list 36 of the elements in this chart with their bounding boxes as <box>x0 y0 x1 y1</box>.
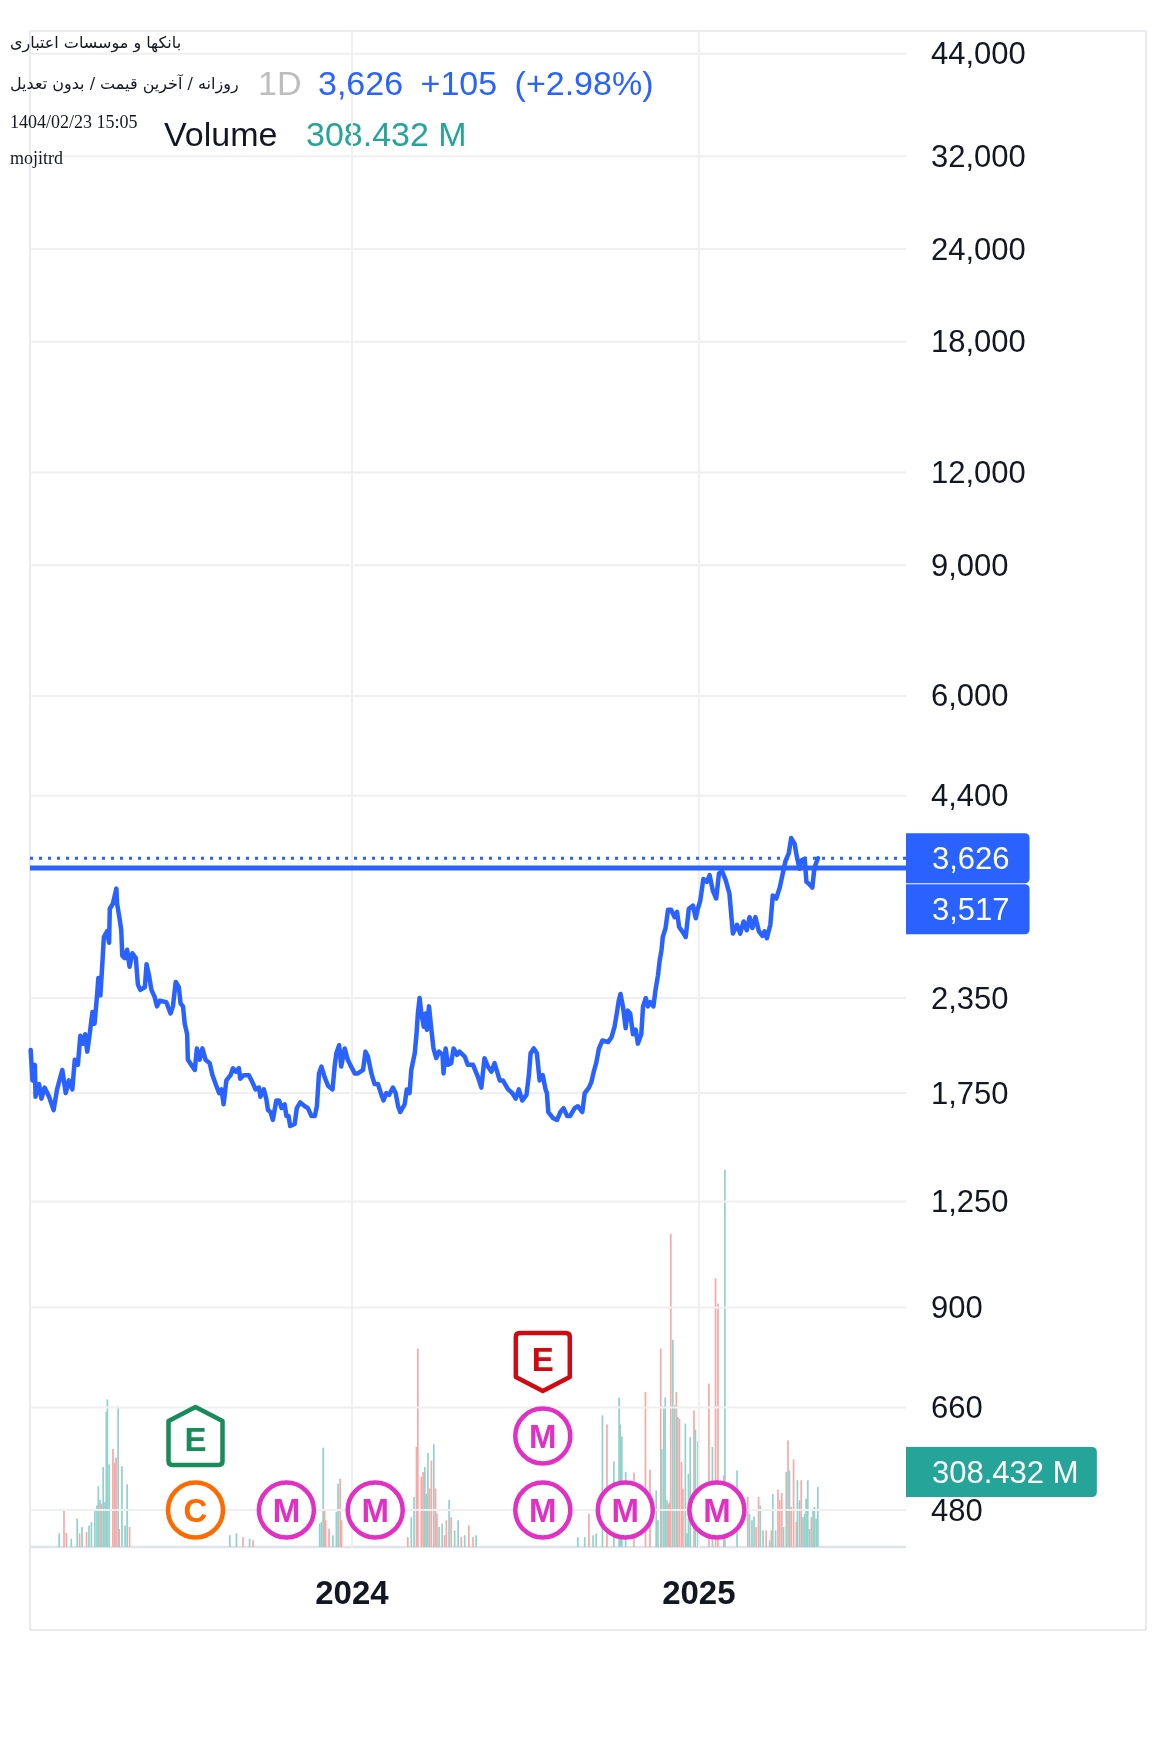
annotation: mojitrd <box>10 148 63 168</box>
annotation: M <box>611 1491 640 1529</box>
y-tick-label: 12,000 <box>931 454 1026 490</box>
y-tick-label: 44,000 <box>931 36 1026 72</box>
annotation: M <box>529 1417 557 1455</box>
y-tick-label: 900 <box>931 1289 983 1325</box>
y-tick-label: 9,000 <box>931 547 1009 583</box>
x-tick-label: 2025 <box>662 1573 736 1611</box>
annotation: 3,626 +105 (+2.98%) <box>318 64 654 102</box>
chart-title: بانکها و موسسات اعتباری <box>10 32 182 53</box>
annotation: M <box>272 1491 301 1529</box>
ref-line-label: 3,626 <box>932 840 1010 876</box>
annotation: Volume <box>164 115 278 153</box>
y-tick-label: 1,750 <box>931 1075 1009 1111</box>
annotation: 308.432 M <box>306 115 467 153</box>
annotation: E <box>531 1340 554 1378</box>
y-tick-label: 32,000 <box>931 138 1026 174</box>
x-tick-label: 2024 <box>315 1573 390 1611</box>
y-tick-label: 18,000 <box>931 324 1026 360</box>
annotation: 1404/02/23 15:05 <box>10 112 138 132</box>
y-tick-label: 24,000 <box>931 231 1026 267</box>
annotation: M <box>529 1491 557 1529</box>
text: 308.432 M <box>932 1454 1079 1490</box>
text: روزانه / آخرین قیمت / بدون تعدیل <box>10 73 239 94</box>
y-tick-label: 480 <box>931 1492 983 1528</box>
y-tick-label: 6,000 <box>931 678 1009 714</box>
y-tick-label: 660 <box>931 1389 983 1425</box>
annotation: M <box>703 1491 731 1529</box>
y-tick-label: 1,250 <box>931 1184 1009 1220</box>
annotation: M <box>361 1491 389 1529</box>
annotation: 1D <box>258 64 302 102</box>
y-tick-label: 2,350 <box>931 980 1009 1016</box>
annotation: E <box>184 1420 207 1458</box>
legend-label: 3,517 <box>932 891 1010 927</box>
annotation: C <box>183 1491 208 1529</box>
y-tick-label: 4,400 <box>931 778 1009 814</box>
